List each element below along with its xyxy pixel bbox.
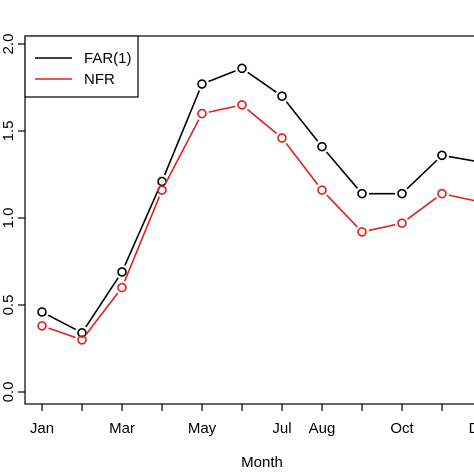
series-2 [37,100,474,345]
y-tick-label: 0.5 [0,295,17,316]
series-line-segment [407,197,437,220]
y-axis: 0.0 0.5 1.0 1.5 2.0 [0,34,25,403]
series-line-segment [85,277,119,328]
series-line-segment [164,119,200,185]
legend-label: FAR(1) [84,50,132,67]
series-line-segment [368,223,396,232]
series-line-segment [208,70,236,83]
data-point [357,188,367,199]
legend-box [24,35,139,98]
x-tick-label: Jul [272,420,291,437]
data-point [357,227,367,237]
series-line-segment [208,105,236,113]
series-line-segment [448,194,474,202]
series-line-segment [246,108,278,135]
series-line-segment [448,155,474,162]
data-point [317,141,327,152]
series-line-segment [247,71,277,93]
series-line-segment [326,194,358,228]
data-point [237,100,247,110]
data-point [237,63,247,74]
data-point [197,79,207,89]
data-point [437,150,447,161]
data-point [397,188,407,199]
data-point [197,108,207,119]
x-tick-label: May [188,420,217,437]
x-axis-title: Month [241,454,283,471]
y-tick-label: 1.5 [0,121,17,142]
series-line-segment [47,314,77,331]
data-point [157,176,167,187]
series-line-segment [124,187,160,266]
y-tick-label: 2.0 [0,34,17,55]
data-point [37,307,47,317]
data-point [277,91,287,101]
data-point [77,328,87,338]
x-tick-label: Aug [309,420,336,437]
data-point [117,267,127,277]
series-line-segment [48,327,76,339]
y-tick-label: 0.0 [0,382,17,403]
series-layer [37,63,474,345]
series-line-segment [285,101,319,142]
series-line-segment [123,196,161,282]
series-line-segment [285,143,319,186]
x-tick-label: Dec [469,420,474,437]
legend-label: NFR [84,71,115,88]
data-point [437,188,447,199]
x-tick-label: Mar [109,420,135,437]
series-1 [37,63,474,338]
series-line-segment [163,90,201,176]
x-tick-label: Jan [30,420,54,437]
series-line-segment [406,159,438,190]
y-tick-label: 1.0 [0,208,17,229]
series-line-segment [325,151,359,189]
legend: FAR(1) NFR [24,35,139,98]
plot-area [24,35,474,405]
series-line-segment [85,292,119,335]
plot-frame [24,35,474,405]
data-point [277,133,287,143]
data-point [77,334,87,345]
x-tick-label: Oct [390,420,414,437]
data-point [397,218,407,229]
x-axis: Jan Mar May Jul Aug Oct Dec [30,404,474,437]
data-point [37,321,47,331]
data-point [317,185,327,195]
data-point [157,185,167,195]
data-point [117,282,127,293]
